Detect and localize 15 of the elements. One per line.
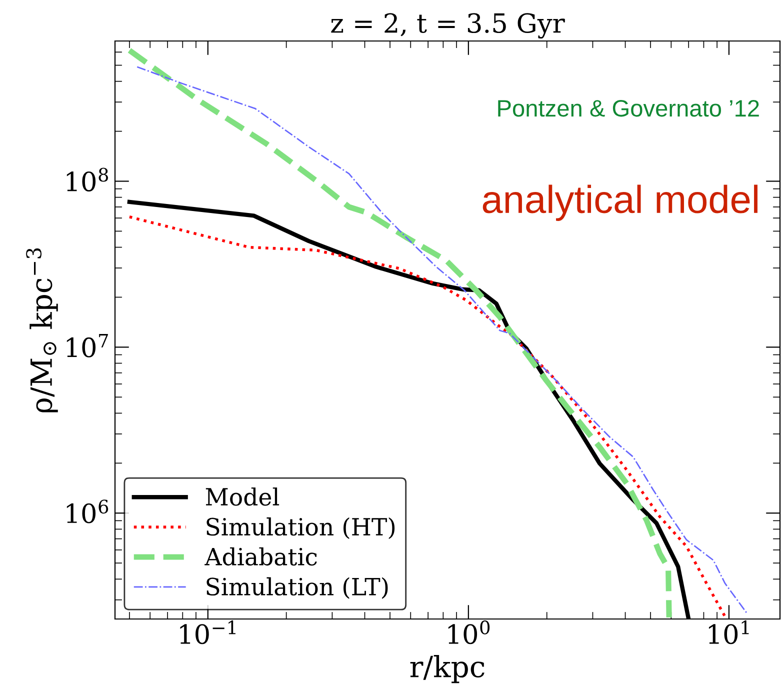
annotation: analytical model xyxy=(482,184,758,221)
y-tick-label: 10$^{6}$ xyxy=(66,500,108,524)
y-tick-label: 10$^{7}$ xyxy=(66,334,108,358)
annotation: Pontzen & Governato ’12 xyxy=(498,100,759,117)
x-tick-label: 10$^{−1}$ xyxy=(180,620,236,644)
x-tick-label: 10$^{0}$ xyxy=(448,620,490,644)
y-tick-label: 10$^{8}$ xyxy=(66,168,108,192)
x-tick-label: 10$^{1}$ xyxy=(708,620,749,644)
y-axis-title: ρ/M$_{⊙}$ kpc$^{−3}$ xyxy=(26,248,58,412)
chart-title: z = 2, t = 3.5 Gyr xyxy=(331,13,565,39)
legend-label: Adiabatic xyxy=(204,547,317,566)
legend-label: Simulation (HT) xyxy=(206,517,395,540)
legend-label: Model xyxy=(206,487,280,506)
x-axis-title: r/kpc xyxy=(410,654,484,684)
legend-label: Simulation (LT) xyxy=(206,577,388,599)
